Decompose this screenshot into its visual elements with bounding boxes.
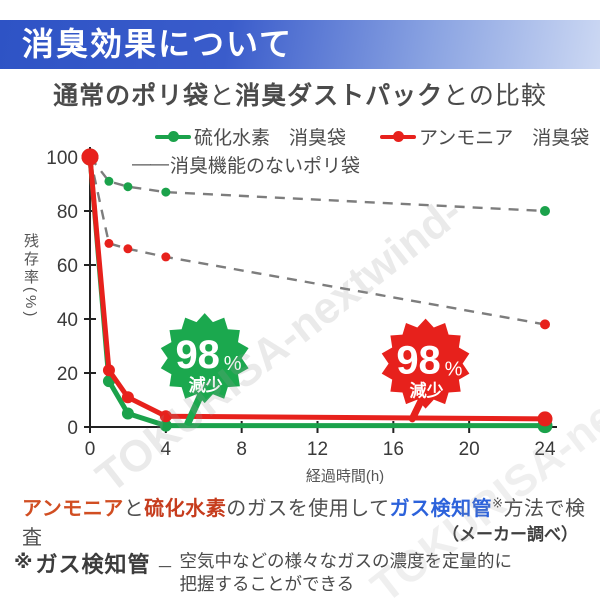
- text-segment: 消臭ダストパック: [235, 82, 444, 110]
- text-segment: と: [123, 498, 145, 520]
- badge-star: [381, 318, 470, 409]
- footnote-term: ガス検知管: [35, 552, 151, 577]
- badge-label: 減少: [189, 375, 223, 395]
- page-title-banner: 消臭効果について: [0, 20, 600, 69]
- x-tick-label: 4: [161, 439, 172, 460]
- data-point: [540, 206, 550, 216]
- legend-dash-sample: ――: [132, 153, 169, 175]
- y-tick-label: 20: [57, 364, 78, 385]
- badge-star: [160, 313, 249, 404]
- start-point: [81, 148, 99, 166]
- data-point: [104, 176, 114, 186]
- data-point: [161, 187, 171, 197]
- x-tick-label: 24: [534, 439, 556, 460]
- y-tick-label: 0: [67, 418, 78, 439]
- legend-marker-red: [380, 127, 417, 146]
- data-point: [121, 391, 134, 404]
- data-point: [161, 252, 171, 262]
- series-line: [87, 156, 546, 422]
- footnote-marker: ※: [14, 552, 33, 573]
- x-tick-label: 0: [85, 439, 96, 460]
- text-segment: ※: [492, 495, 504, 511]
- x-tick-label: 8: [236, 439, 247, 460]
- legend-marker-green: [155, 127, 191, 146]
- y-tick-label: 40: [57, 310, 78, 331]
- source-note: （メーカー調べ）: [442, 525, 578, 544]
- legend-label: 硫化水素 消臭袋: [194, 128, 347, 149]
- text-segment: ガス検知管: [389, 498, 493, 520]
- deodorant-effect-infographic: 消臭効果について 通常のポリ袋と消臭ダストパックとの比較 0 20 40 60 80 10…: [0, 20, 600, 613]
- data-point: [121, 407, 134, 420]
- footnote-body: 空気中などの様々なガスの濃度を定量的に把握することができる: [179, 551, 513, 594]
- series-line: [88, 156, 546, 326]
- test-method-caption: アンモニアと硫化水素のガスを使用してガス検知管※方法で検査: [22, 492, 592, 550]
- badge-value: 98: [396, 339, 441, 383]
- badge-unit: %: [445, 359, 463, 381]
- text-segment: 通常のポリ袋: [53, 82, 210, 110]
- x-axis-title: 経過時間(h): [305, 468, 385, 485]
- x-tick-label: 20: [459, 439, 480, 460]
- data-point: [537, 411, 553, 427]
- data-point: [102, 364, 115, 377]
- legend-dot-sample: [168, 131, 179, 142]
- legend-item-ammonia: アンモニア 消臭袋: [380, 123, 589, 150]
- series-line: [89, 156, 546, 213]
- badge-unit: %: [224, 353, 242, 375]
- data-point: [123, 182, 133, 192]
- legend-dot-sample: [393, 131, 405, 142]
- y-tick-label: 80: [57, 202, 78, 223]
- legend-label: アンモニア 消臭袋: [419, 128, 590, 149]
- badge-label: 減少: [410, 381, 444, 401]
- series-line: [87, 156, 545, 429]
- footnote-dash: －: [156, 558, 174, 577]
- y-axis-title: 残存率(%): [22, 233, 39, 320]
- text-segment: のガスを使用して: [226, 498, 390, 520]
- text-segment: 硫化水素: [144, 498, 227, 520]
- legend-item-hydrogen-sulfide: 硫化水素 消臭袋: [155, 123, 346, 150]
- badge-value: 98: [175, 333, 220, 377]
- chart-title: 通常のポリ袋と消臭ダストパックとの比較: [0, 76, 600, 112]
- y-tick-label: 60: [57, 256, 78, 277]
- data-point: [123, 244, 133, 254]
- text-segment: 方法で検査: [22, 498, 586, 549]
- legend-item-plain-bag: ―― 消臭機能のないポリ袋: [132, 151, 360, 178]
- data-point: [104, 238, 114, 248]
- page-title: 消臭効果について: [22, 26, 294, 62]
- data-point: [159, 419, 172, 432]
- x-tick-label: 12: [307, 439, 328, 460]
- data-point: [159, 410, 172, 423]
- legend-label: 消臭機能のないポリ袋: [170, 156, 361, 177]
- footnote: ※ ガス検知管 － 空気中などの様々なガスの濃度を定量的に把握することができる: [14, 547, 516, 596]
- text-segment: と: [209, 82, 236, 110]
- data-point: [540, 319, 550, 330]
- y-tick-label: 100: [46, 148, 78, 169]
- x-tick-label: 16: [383, 439, 404, 460]
- legend: 硫化水素 消臭袋 アンモニア 消臭袋: [155, 123, 589, 150]
- text-segment: アンモニア: [22, 498, 124, 520]
- text-segment: との比較: [443, 82, 547, 110]
